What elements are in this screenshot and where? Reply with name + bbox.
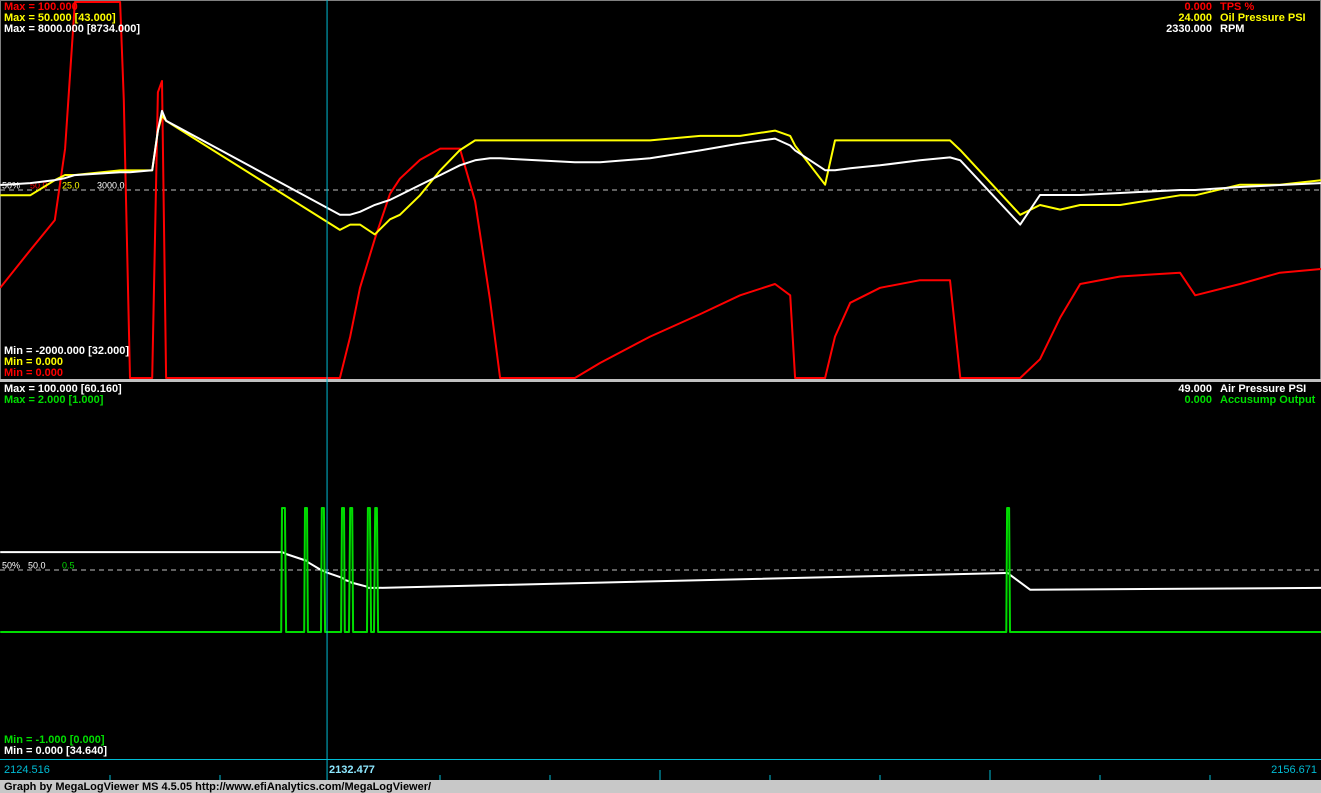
min-label: Min = 0.000 bbox=[4, 356, 63, 368]
current-value: 0.000 bbox=[1184, 1, 1212, 13]
time-ruler bbox=[0, 759, 1321, 780]
mid-label: 50% bbox=[2, 180, 20, 190]
mid-label: 0.5 bbox=[62, 560, 75, 570]
max-label: Max = 8000.000 [8734.000] bbox=[4, 23, 140, 35]
mid-label: 50% bbox=[2, 560, 20, 570]
panel-separator bbox=[0, 379, 1321, 382]
ruler-ticks bbox=[109, 770, 1211, 780]
mid-label: 50.0 bbox=[28, 560, 46, 570]
series-line bbox=[0, 1, 1321, 379]
mid-label: 50.0 bbox=[30, 180, 48, 190]
current-value: 24.000 bbox=[1178, 12, 1212, 24]
status-bar bbox=[0, 780, 1321, 793]
min-label: Min = -2000.000 [32.000] bbox=[4, 345, 129, 357]
series-line bbox=[0, 507, 1321, 633]
max-label: Max = 100.000 bbox=[4, 1, 78, 13]
mid-label: 3000.0 bbox=[97, 180, 125, 190]
current-value: 2330.000 bbox=[1166, 23, 1212, 35]
x-start-label: 2124.516 bbox=[4, 764, 50, 776]
max-label: Max = 100.000 [60.160] bbox=[4, 383, 122, 395]
status-text: Graph by MegaLogViewer MS 4.5.05 http://… bbox=[4, 781, 431, 793]
legend-entry: Air Pressure PSI bbox=[1220, 383, 1306, 395]
legend-entry: Accusump Output bbox=[1220, 394, 1316, 406]
legend-entry: RPM bbox=[1220, 23, 1244, 35]
x-end-label: 2156.671 bbox=[1271, 764, 1317, 776]
mid-label: 25.0 bbox=[62, 180, 80, 190]
min-label: Min = 0.000 bbox=[4, 367, 63, 379]
min-label: Min = -1.000 [0.000] bbox=[4, 734, 105, 746]
current-value: 49.000 bbox=[1178, 383, 1212, 395]
max-label: Max = 2.000 [1.000] bbox=[4, 394, 104, 406]
max-label: Max = 50.000 [43.000] bbox=[4, 12, 116, 24]
current-value: 0.000 bbox=[1184, 394, 1212, 406]
legend-entry: TPS % bbox=[1220, 1, 1254, 13]
series-line bbox=[0, 109, 1321, 226]
legend-entry: Oil Pressure PSI bbox=[1220, 12, 1306, 24]
cursor-label: 2132.477 bbox=[329, 764, 375, 776]
min-label: Min = 0.000 [34.640] bbox=[4, 745, 107, 757]
